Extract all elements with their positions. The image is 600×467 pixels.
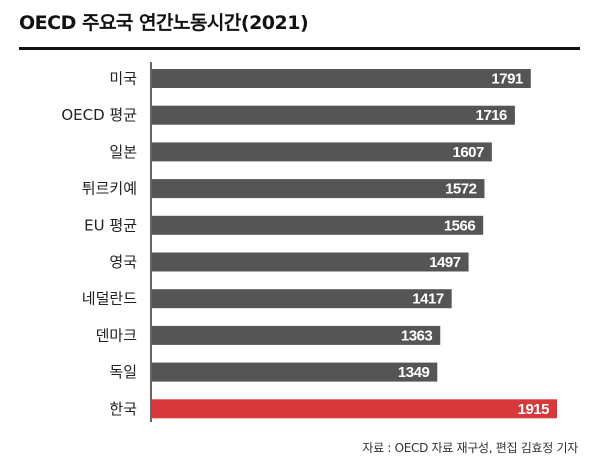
bar-6 xyxy=(152,289,452,309)
bar-5 xyxy=(152,252,469,272)
bar-2 xyxy=(152,142,492,162)
bar-9 xyxy=(152,399,557,419)
title-divider xyxy=(19,47,580,50)
category-label: 일본 xyxy=(109,143,137,161)
bar-0 xyxy=(152,69,531,88)
category-label: 영국 xyxy=(109,253,137,271)
value-label: 1572 xyxy=(445,181,477,198)
bar-7 xyxy=(152,325,441,345)
value-label: 1363 xyxy=(401,327,433,344)
value-label: 1497 xyxy=(429,254,461,271)
category-label: 미국 xyxy=(109,70,137,88)
value-label: 1716 xyxy=(476,107,508,124)
bar-4 xyxy=(152,215,484,235)
bar-8 xyxy=(152,362,438,382)
value-label: 1915 xyxy=(518,401,550,418)
value-label: 1417 xyxy=(412,291,444,308)
category-label: 독일 xyxy=(109,363,137,381)
category-label: 튀르키예 xyxy=(82,180,137,198)
category-label: EU 평균 xyxy=(84,216,137,234)
category-label: 한국 xyxy=(109,400,137,418)
value-label: 1607 xyxy=(452,144,484,161)
value-label: 1791 xyxy=(491,71,523,88)
source-note: 자료 : OECD 자료 재구성, 편집 김효정 기자 xyxy=(362,441,578,455)
category-label: 네덜란드 xyxy=(82,290,137,308)
category-label: 덴마크 xyxy=(96,326,137,344)
chart-title: OECD 주요국 연간노동시간(2021) xyxy=(19,12,309,34)
value-label: 1349 xyxy=(398,364,430,381)
category-label: OECD 평균 xyxy=(61,106,137,124)
value-label: 1566 xyxy=(444,217,476,234)
bar-3 xyxy=(152,179,485,199)
bar-1 xyxy=(152,105,515,125)
